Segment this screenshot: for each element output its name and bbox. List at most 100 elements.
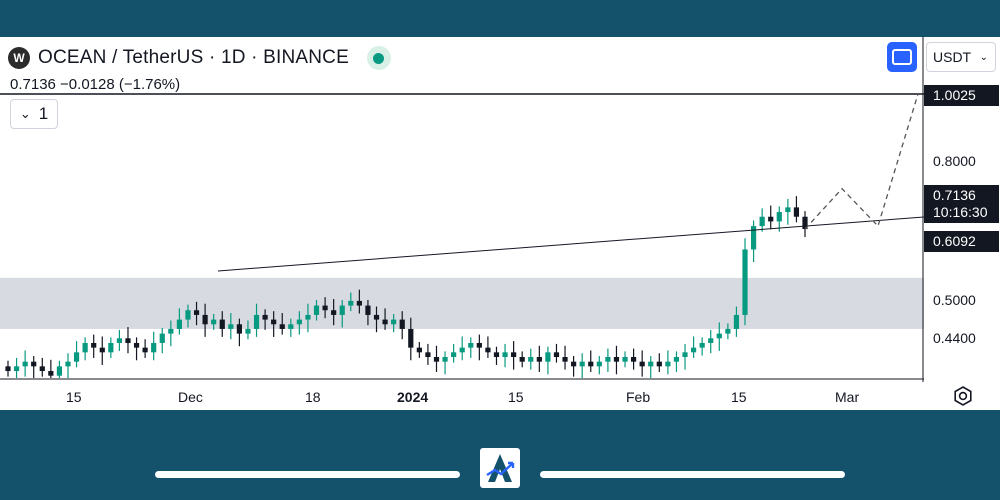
candle-body <box>151 342 157 353</box>
market-open-icon <box>366 46 391 70</box>
candle-body <box>391 319 397 325</box>
candle-body <box>690 347 697 353</box>
candle-body <box>279 324 285 329</box>
candle-body <box>742 249 748 315</box>
candle-body <box>553 352 560 357</box>
projection-path <box>804 93 919 230</box>
candle-body <box>168 328 174 334</box>
candle-body <box>571 361 577 367</box>
candle-body <box>545 352 551 362</box>
candle-body <box>313 305 320 315</box>
candle-body <box>331 310 337 315</box>
candle-body <box>365 305 371 315</box>
candle-body <box>639 361 645 367</box>
candle-body <box>159 333 165 343</box>
candle-body <box>622 357 628 362</box>
candle-body <box>519 357 525 362</box>
chart-panel: W OCEAN / TetherUS · 1D · BINANCE 0.7136… <box>0 37 1000 410</box>
candle-body <box>133 342 140 348</box>
candle-body <box>493 352 500 357</box>
candle-body <box>536 357 542 362</box>
candle-body <box>5 366 11 372</box>
candle-body <box>296 319 302 325</box>
candle-body <box>579 361 585 367</box>
candle-body <box>305 314 311 320</box>
fullscreen-icon <box>892 49 912 65</box>
candle-body <box>176 319 182 329</box>
candle-body <box>348 300 354 306</box>
candle-body <box>613 357 620 362</box>
candle-body <box>588 361 594 367</box>
candle-body <box>253 314 260 329</box>
candle-body <box>373 314 380 320</box>
candle-body <box>750 226 757 250</box>
candle-body <box>708 338 714 343</box>
candle-body <box>802 216 808 230</box>
candle-body <box>339 305 345 315</box>
candle-body <box>605 357 611 362</box>
candle-body <box>485 347 491 353</box>
candle-body <box>245 328 251 334</box>
x-tick: Dec <box>178 389 203 405</box>
candle-body <box>185 310 191 320</box>
price-tick: 0.8000 <box>933 153 976 169</box>
x-tick: 15 <box>508 389 524 405</box>
symbol-header: W OCEAN / TetherUS · 1D · BINANCE <box>8 45 391 71</box>
indicator-count: 1 <box>38 104 49 123</box>
candle-body <box>502 352 508 357</box>
candle-body <box>408 328 414 348</box>
candle-body <box>785 207 791 213</box>
candle-body <box>596 361 602 367</box>
currency-select[interactable]: USDT ⌄ <box>926 42 996 72</box>
candle-body <box>13 366 20 372</box>
candle-body <box>142 347 148 353</box>
candle-body <box>356 300 362 306</box>
candle-body <box>673 357 680 362</box>
candle-body <box>468 342 474 348</box>
candle-body <box>322 305 328 311</box>
x-tick: Mar <box>835 389 860 405</box>
candle-body <box>656 361 662 367</box>
candle-body <box>82 342 88 353</box>
brand-logo-icon <box>480 448 520 488</box>
x-tick: Feb <box>626 389 651 405</box>
candle-body <box>108 342 114 353</box>
fullscreen-button[interactable] <box>887 42 917 72</box>
candle-body <box>22 361 28 367</box>
candle-body <box>125 338 131 343</box>
collapse-indicators-button[interactable]: ⌄ 1 <box>10 99 58 129</box>
candle-body <box>31 361 37 367</box>
candle-body <box>193 310 200 315</box>
candle-body <box>116 338 123 343</box>
x-tick-year: 2024 <box>397 389 429 405</box>
candle-body <box>699 342 705 348</box>
support-zone <box>0 277 924 329</box>
candle-body <box>271 319 277 325</box>
chart-settings-icon[interactable] <box>951 384 975 408</box>
candle-body <box>211 319 217 325</box>
candle-body <box>288 324 294 329</box>
candle-body <box>48 371 54 376</box>
price-plot[interactable] <box>0 37 924 382</box>
candle-body <box>528 357 534 362</box>
x-tick: 18 <box>305 389 321 405</box>
candle-body <box>202 314 208 325</box>
candle-body <box>793 207 800 217</box>
candle-body <box>631 357 637 362</box>
candle-body <box>733 314 740 329</box>
candle-body <box>99 347 105 353</box>
candle-body <box>716 333 722 339</box>
last-price-value: 0.7136 <box>933 187 976 203</box>
divider-bar-right <box>540 471 845 478</box>
ohlc-readout: 0.7136 −0.0128 (−1.76%) <box>10 76 181 93</box>
divider-bar-left <box>155 471 460 478</box>
symbol-title[interactable]: OCEAN / TetherUS · 1D · BINANCE <box>38 47 349 68</box>
candle-body <box>442 357 448 362</box>
candle-body <box>219 319 225 329</box>
candle-body <box>776 212 782 222</box>
price-tick: 0.5000 <box>933 292 976 308</box>
chevron-down-icon: ⌄ <box>19 106 31 121</box>
currency-value: USDT <box>933 49 972 65</box>
candle-body <box>682 352 688 357</box>
candle-body <box>416 347 422 353</box>
